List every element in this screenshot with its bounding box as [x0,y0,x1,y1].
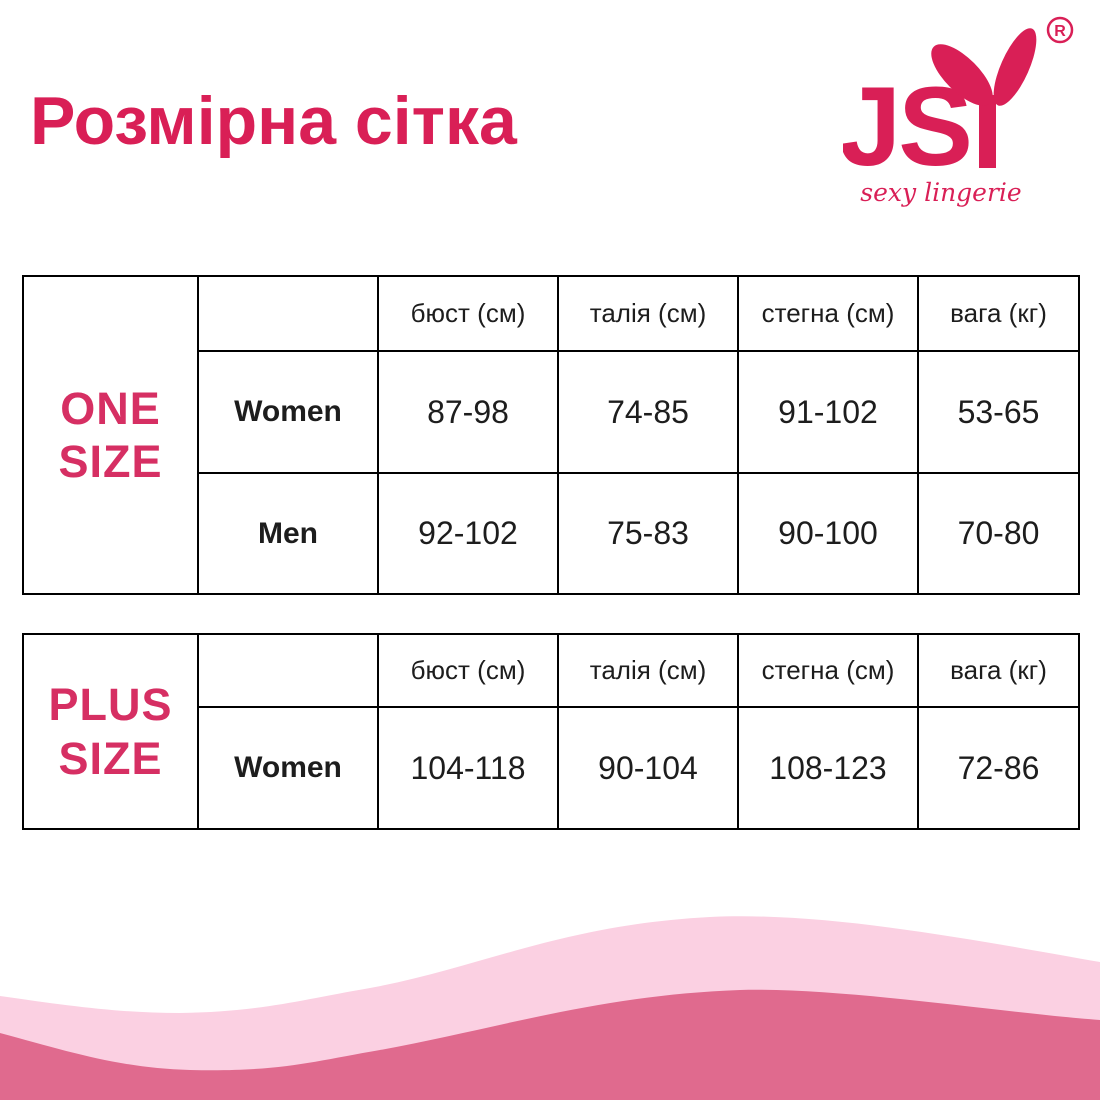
registered-mark: R [1054,23,1066,40]
value-cell: 70-80 [917,472,1080,595]
row-label-women: Women [197,706,379,830]
table-row: Women 87-98 74-85 91-102 53-65 [23,350,1080,474]
jsy-logo: JS R sexy lingerie [843,16,1074,207]
corner-cell [197,633,379,708]
column-header-weight: вага (кг) [917,275,1080,352]
value-cell: 53-65 [917,350,1080,474]
size-label-line: ONE [60,382,161,434]
value-cell: 108-123 [737,706,919,830]
wave-dark [0,989,1100,1100]
corner-cell [197,275,379,352]
column-header-bust: бюст (см) [377,275,559,352]
value-cell: 90-104 [557,706,739,830]
logo-y-stem [979,95,996,168]
page-title: Розмірна сітка [30,83,517,159]
column-header-weight: вага (кг) [917,633,1080,708]
jsy-logo-icon: JS R sexy lingerie [843,16,1074,207]
value-cell: 104-118 [377,706,559,830]
row-label-men: Men [197,472,379,595]
size-label-line: SIZE [58,436,163,487]
row-label-women: Women [197,350,379,474]
bottom-wave-decoration [0,916,1100,1100]
registered-mark-circle [1046,16,1074,44]
column-header-bust: бюст (см) [377,633,559,708]
value-cell: 72-86 [917,706,1080,830]
column-header-hips: стегна (см) [737,633,919,708]
table-row: Men 92-102 75-83 90-100 70-80 [23,472,1080,595]
column-header-waist: талія (см) [557,275,739,352]
logo-left-leaf-icon [931,44,993,106]
size-label-line: SIZE [58,732,163,784]
value-cell: 92-102 [377,472,559,595]
column-header-hips: стегна (см) [737,275,919,352]
size-group-label: ONE SIZE [22,275,199,595]
table-row: Women 104-118 90-104 108-123 72-86 [23,706,1080,830]
one-size-table: ONE SIZE бюст (см) талія (см) стегна (см… [22,275,1080,595]
brand-tagline: sexy lingerie [860,178,1021,207]
value-cell: 87-98 [377,350,559,474]
value-cell: 75-83 [557,472,739,595]
logo-right-leaf-icon [993,28,1037,106]
value-cell: 90-100 [737,472,919,595]
plus-size-table: PLUS SIZE бюст (см) талія (см) стегна (с… [22,633,1080,830]
column-header-waist: талія (см) [557,633,739,708]
size-group-label: PLUS SIZE [22,633,199,830]
value-cell: 91-102 [737,350,919,474]
size-label-line: PLUS [48,679,173,731]
value-cell: 74-85 [557,350,739,474]
